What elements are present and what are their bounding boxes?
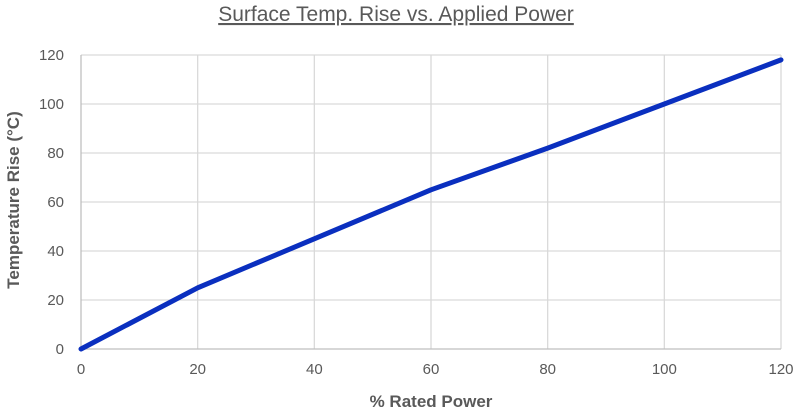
y-axis-label: Temperature Rise (°C) bbox=[4, 111, 23, 288]
x-tick-label: 120 bbox=[768, 361, 793, 378]
y-tick-label: 60 bbox=[47, 194, 64, 211]
tick-labels: 0 20 40 60 80 100 120 0 20 40 60 80 100 120 bbox=[39, 47, 794, 378]
data-series bbox=[78, 57, 784, 352]
x-tick-label: 0 bbox=[77, 361, 85, 378]
chart-title: Surface Temp. Rise vs. Applied Power bbox=[218, 3, 574, 26]
x-tick-label: 80 bbox=[539, 361, 556, 378]
y-tick-label: 40 bbox=[47, 243, 64, 260]
x-axis-label: % Rated Power bbox=[370, 392, 493, 411]
series-line bbox=[78, 57, 784, 352]
y-tick-label: 0 bbox=[56, 341, 64, 358]
x-tick-label: 40 bbox=[306, 361, 323, 378]
y-tick-label: 100 bbox=[39, 96, 64, 113]
x-tick-label: 60 bbox=[423, 361, 440, 378]
y-tick-label: 80 bbox=[47, 145, 64, 162]
y-tick-label: 120 bbox=[39, 47, 64, 64]
y-tick-label: 20 bbox=[47, 292, 64, 309]
gridlines bbox=[81, 54, 782, 349]
x-tick-label: 20 bbox=[189, 361, 206, 378]
x-tick-label: 100 bbox=[652, 361, 677, 378]
axes bbox=[80, 55, 781, 350]
